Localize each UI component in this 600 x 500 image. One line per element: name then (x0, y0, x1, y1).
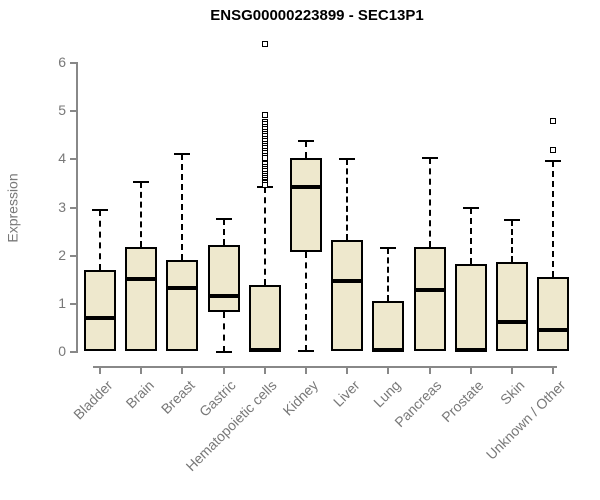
y-axis-tick (70, 206, 76, 209)
y-axis-tick (70, 350, 76, 353)
box-pancreas (413, 247, 446, 351)
x-category-label-breast: Breast (157, 377, 198, 417)
upper-whisker-line (305, 141, 307, 158)
x-axis-tick (263, 366, 266, 374)
box-liver (331, 239, 364, 351)
chart-title: ENSG00000223899 - SEC13P1 (210, 7, 424, 24)
y-axis-line (76, 62, 78, 353)
median-line-skin (496, 319, 528, 324)
outlier-point (261, 182, 268, 189)
y-axis-tick (70, 158, 76, 161)
outlier-point (261, 112, 268, 119)
outlier-point (261, 40, 268, 47)
upper-whisker-cap (380, 246, 397, 249)
outlier-point (261, 155, 268, 162)
y-tick-label: 3 (58, 198, 66, 215)
upper-whisker-line (552, 160, 555, 277)
x-axis-tick (428, 366, 431, 374)
x-axis-tick (552, 366, 555, 374)
box-unknown-other (537, 276, 570, 351)
lower-whisker-line (305, 251, 307, 351)
x-axis-tick (511, 366, 513, 374)
x-category-label-lung: Lung (370, 377, 404, 411)
box-breast (166, 260, 199, 351)
upper-whisker-line (428, 158, 431, 248)
y-axis-tick (70, 254, 76, 257)
upper-whisker-cap (545, 159, 562, 162)
median-line-unknown-other (537, 328, 570, 333)
box-gastric (207, 244, 240, 312)
box-skin (496, 261, 528, 351)
x-axis-tick (222, 366, 225, 374)
upper-whisker-cap (462, 207, 479, 210)
y-tick-label: 2 (58, 246, 66, 263)
upper-whisker-cap (421, 157, 438, 160)
lower-whisker-cap (298, 349, 314, 352)
upper-whisker-cap (174, 152, 191, 155)
median-line-liver (331, 279, 364, 284)
y-tick-label: 5 (58, 102, 66, 119)
upper-whisker-cap (215, 217, 232, 220)
y-tick-label: 6 (58, 54, 66, 71)
upper-whisker-cap (298, 140, 314, 143)
median-line-prostate (454, 348, 487, 353)
x-category-label-brain: Brain (122, 377, 157, 412)
median-line-kidney (290, 184, 322, 189)
x-axis-tick (181, 366, 184, 374)
box-lung (372, 301, 405, 352)
box-hematopoietic-cells (248, 285, 281, 352)
x-axis-tick (469, 366, 472, 374)
x-category-label-liver: Liver (329, 377, 363, 410)
upper-whisker-cap (504, 219, 520, 221)
upper-whisker-line (140, 182, 143, 247)
upper-whisker-cap (92, 208, 108, 211)
x-category-label-kidney: Kidney (279, 377, 322, 419)
median-line-breast (166, 285, 199, 290)
x-axis-tick (305, 366, 307, 374)
x-axis-line (93, 366, 558, 368)
upper-whisker-line (222, 218, 225, 245)
box-bladder (84, 269, 116, 351)
median-line-hematopoietic-cells (248, 348, 281, 353)
median-line-brain (125, 276, 158, 281)
box-brain (125, 246, 158, 351)
upper-whisker-line (469, 208, 472, 265)
upper-whisker-line (263, 187, 266, 286)
upper-whisker-line (387, 247, 390, 302)
median-line-bladder (84, 316, 116, 321)
outlier-point (550, 118, 557, 125)
upper-whisker-line (346, 159, 349, 240)
y-tick-label: 0 (58, 342, 66, 359)
outlier-point (550, 146, 557, 153)
box-kidney (290, 158, 322, 252)
y-axis-title: Expression (0, 63, 26, 352)
x-axis-tick (99, 366, 101, 374)
x-axis-tick (346, 366, 349, 374)
y-axis-tick (70, 302, 76, 305)
median-line-lung (372, 348, 405, 353)
x-axis-tick (387, 366, 390, 374)
upper-whisker-line (99, 209, 101, 270)
x-category-label-bladder: Bladder (69, 377, 116, 423)
lower-whisker-line (222, 311, 225, 352)
lower-whisker-cap (215, 350, 232, 353)
upper-whisker-cap (133, 181, 150, 184)
x-category-label-prostate: Prostate (437, 377, 487, 426)
median-line-gastric (207, 294, 240, 299)
median-line-pancreas (413, 288, 446, 293)
box-prostate (454, 264, 487, 352)
upper-whisker-line (511, 220, 513, 262)
y-axis-tick (70, 62, 76, 65)
x-axis-tick (140, 366, 143, 374)
y-axis-title-text: Expression (5, 172, 22, 243)
upper-whisker-line (181, 153, 184, 261)
y-axis-tick (70, 110, 76, 113)
x-category-label-skin: Skin (496, 377, 528, 408)
upper-whisker-cap (339, 158, 356, 161)
y-tick-label: 4 (58, 150, 66, 167)
y-tick-label: 1 (58, 294, 66, 311)
